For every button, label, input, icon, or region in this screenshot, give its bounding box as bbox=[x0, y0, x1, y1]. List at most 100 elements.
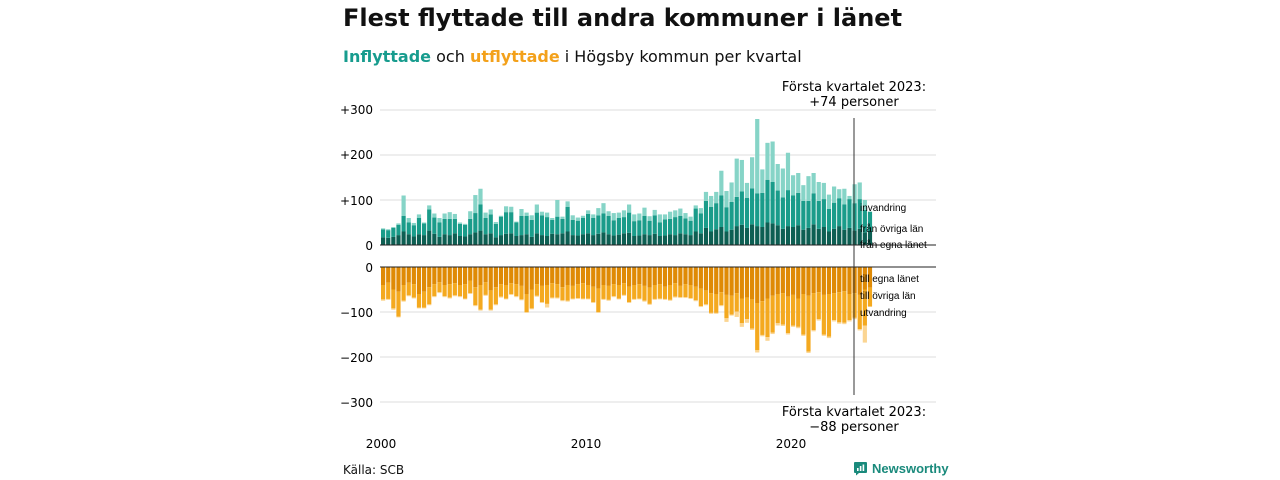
bar-outflow-segment bbox=[857, 267, 862, 295]
bar-outflow-segment bbox=[637, 298, 642, 300]
bar-inflow-segment bbox=[524, 234, 529, 245]
bar-outflow-segment bbox=[401, 267, 406, 285]
bar-outflow-segment bbox=[391, 267, 396, 290]
bar-outflow-segment bbox=[734, 267, 739, 294]
bar-outflow-segment bbox=[632, 298, 637, 300]
bar-inflow-segment bbox=[826, 194, 832, 209]
bar-outflow-segment bbox=[714, 294, 719, 313]
bar-outflow-segment bbox=[862, 289, 867, 326]
bar-inflow-segment bbox=[575, 217, 580, 221]
bar-inflow-segment bbox=[381, 237, 386, 245]
bar-inflow-segment bbox=[837, 198, 842, 227]
bar-inflow-segment bbox=[821, 182, 826, 200]
bar-outflow-segment bbox=[591, 302, 596, 303]
bottom-annotation: Första kvartalet 2023: −88 personer bbox=[782, 405, 926, 435]
bar-inflow-segment bbox=[498, 215, 504, 217]
bar-outflow-segment bbox=[580, 283, 586, 299]
bar-outflow-segment bbox=[565, 300, 570, 302]
label-till-ovriga-lan: till övriga län bbox=[860, 291, 916, 302]
bar-outflow-segment bbox=[867, 267, 873, 288]
bar-inflow-segment bbox=[427, 230, 432, 245]
bar-inflow-segment bbox=[775, 190, 780, 226]
bar-inflow-segment bbox=[770, 182, 775, 224]
bar-outflow-segment bbox=[514, 267, 519, 285]
bar-outflow-segment bbox=[596, 288, 601, 312]
bar-inflow-segment bbox=[739, 191, 744, 225]
bar-inflow-segment bbox=[832, 186, 837, 203]
bar-outflow-segment bbox=[463, 298, 468, 300]
bar-inflow-segment bbox=[406, 218, 411, 223]
bar-inflow-segment bbox=[401, 215, 406, 232]
bar-outflow-segment bbox=[785, 333, 791, 335]
bar-inflow-segment bbox=[801, 185, 806, 201]
bar-inflow-segment bbox=[791, 227, 796, 245]
bar-inflow-segment bbox=[734, 226, 739, 245]
bar-inflow-segment bbox=[806, 227, 811, 245]
bar-outflow-segment bbox=[463, 284, 468, 299]
bar-outflow-segment bbox=[560, 267, 565, 288]
bar-outflow-segment bbox=[601, 298, 606, 300]
bar-outflow-segment bbox=[755, 303, 760, 351]
bar-inflow-segment bbox=[791, 175, 796, 196]
bar-inflow-segment bbox=[457, 236, 463, 245]
bar-outflow-segment bbox=[580, 298, 586, 300]
bar-inflow-segment bbox=[519, 215, 524, 236]
bar-outflow-segment bbox=[386, 267, 391, 283]
bar-inflow-segment bbox=[411, 222, 416, 226]
newsworthy-logo-icon bbox=[854, 462, 867, 476]
bar-outflow-segment bbox=[401, 300, 406, 302]
bar-outflow-segment bbox=[632, 285, 637, 299]
top-annotation-line1: Första kvartalet 2023: bbox=[782, 80, 926, 95]
bar-inflow-segment bbox=[570, 215, 575, 220]
bar-inflow-segment bbox=[509, 233, 514, 245]
bar-inflow-segment bbox=[473, 195, 478, 214]
bar-outflow-segment bbox=[539, 267, 545, 286]
x-axis: 2000 2010 2020 bbox=[366, 437, 807, 451]
bar-outflow-segment bbox=[683, 267, 688, 285]
bar-inflow-segment bbox=[478, 188, 483, 205]
bar-inflow-segment bbox=[867, 211, 873, 232]
bar-outflow-segment bbox=[539, 302, 545, 303]
bar-outflow-segment bbox=[498, 296, 504, 298]
bar-outflow-segment bbox=[565, 267, 570, 285]
bar-inflow-segment bbox=[657, 214, 662, 223]
bar-inflow-segment bbox=[637, 220, 642, 236]
bar-outflow-segment bbox=[734, 293, 739, 312]
bar-outflow-segment bbox=[509, 283, 514, 294]
bar-outflow-segment bbox=[422, 267, 427, 292]
bar-inflow-segment bbox=[545, 217, 550, 236]
bar-inflow-segment bbox=[529, 236, 534, 245]
bar-inflow-segment bbox=[621, 233, 627, 245]
bar-outflow-segment bbox=[780, 293, 785, 325]
bar-inflow-segment bbox=[780, 228, 785, 245]
bar-outflow-segment bbox=[719, 292, 724, 306]
bar-inflow-segment bbox=[642, 234, 647, 245]
bar-outflow-segment bbox=[862, 267, 867, 290]
bar-inflow-segment bbox=[493, 237, 498, 245]
bar-inflow-segment bbox=[621, 210, 627, 218]
bar-outflow-segment bbox=[688, 267, 693, 285]
bar-inflow-segment bbox=[591, 218, 596, 236]
bar-outflow-segment bbox=[657, 284, 662, 299]
bar-outflow-segment bbox=[488, 309, 493, 311]
bar-outflow-segment bbox=[780, 324, 785, 326]
bar-outflow-segment bbox=[857, 329, 862, 331]
bar-outflow-segment bbox=[832, 320, 837, 322]
brand[interactable]: Newsworthy bbox=[853, 461, 949, 476]
bar-outflow-segment bbox=[591, 267, 596, 287]
bar-outflow-segment bbox=[391, 289, 396, 309]
bar-inflow-segment bbox=[709, 206, 714, 232]
bar-outflow-segment bbox=[826, 294, 832, 337]
bar-inflow-segment bbox=[847, 199, 852, 228]
bar-inflow-segment bbox=[483, 218, 488, 235]
bar-inflow-segment bbox=[468, 234, 473, 245]
y-tick-in-0: 0 bbox=[365, 239, 373, 253]
bar-outflow-segment bbox=[575, 284, 580, 299]
bar-inflow-segment bbox=[416, 234, 422, 245]
bar-inflow-segment bbox=[729, 201, 734, 230]
bar-outflow-segment bbox=[457, 267, 463, 285]
bar-inflow-segment bbox=[452, 233, 457, 245]
bar-outflow-segment bbox=[765, 337, 770, 341]
bar-outflow-segment bbox=[437, 292, 442, 294]
bar-inflow-segment bbox=[468, 218, 473, 235]
